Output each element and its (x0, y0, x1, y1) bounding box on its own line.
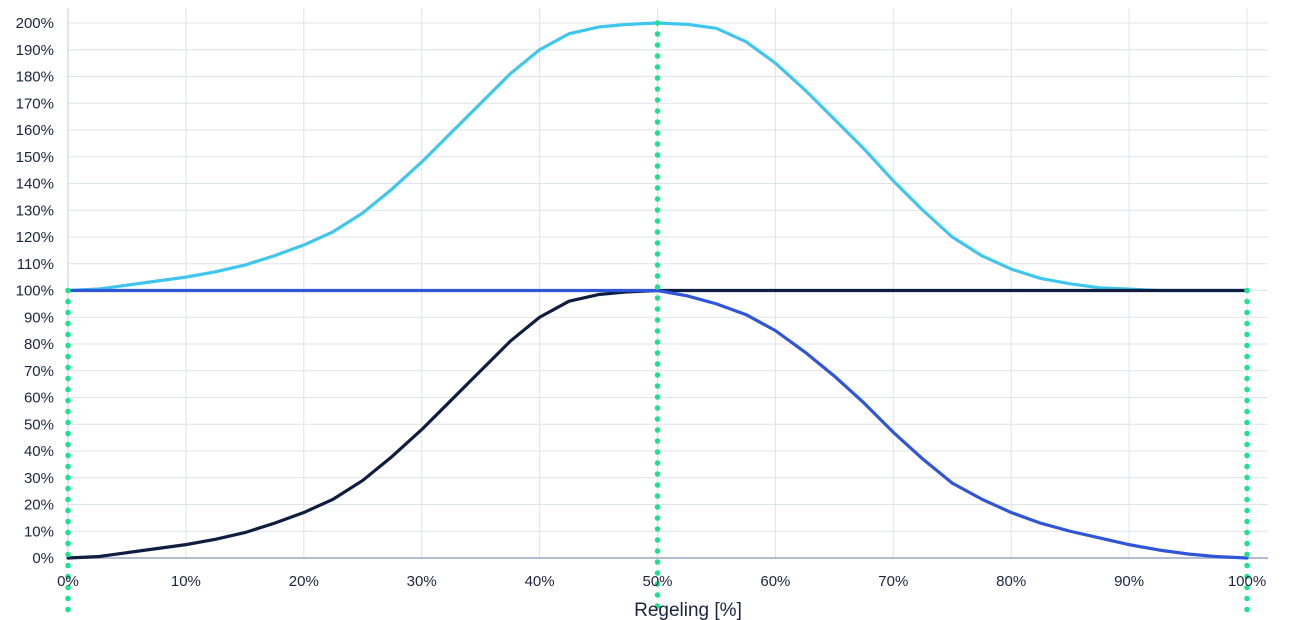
y-tick-label: 130% (16, 202, 54, 219)
x-tick-label: 0% (57, 573, 79, 590)
x-tick-label: 90% (1114, 573, 1144, 590)
y-tick-label: 190% (16, 42, 54, 59)
y-tick-label: 100% (16, 283, 54, 300)
y-tick-label: 150% (16, 149, 54, 166)
x-tick-label: 30% (407, 573, 437, 590)
axes (67, 8, 1268, 559)
y-tick-label: 20% (24, 497, 54, 514)
y-tick-label: 160% (16, 122, 54, 139)
y-tick-label: 90% (24, 309, 54, 326)
y-tick-label: 110% (17, 256, 54, 273)
x-tick-label: 20% (289, 573, 319, 590)
y-tick-label: 140% (16, 176, 54, 193)
x-tick-label: 80% (996, 573, 1026, 590)
x-tick-label: 40% (525, 573, 555, 590)
y-tick-label: 10% (24, 523, 54, 540)
series-line-3 (66, 288, 1249, 560)
x-tick-labels: 0% 10% 20% 30% 40% 50% 60% 70% 80% 90% 100% (57, 573, 1266, 590)
grid (67, 8, 1268, 559)
y-tick-label: 60% (24, 390, 54, 407)
x-tick-label: 60% (760, 573, 790, 590)
y-tick-label: 30% (24, 470, 54, 487)
y-tick-label: 170% (16, 95, 54, 112)
y-tick-label: 0% (32, 550, 54, 567)
x-tick-label: 70% (878, 573, 908, 590)
y-tick-labels: 0% 10% 20% 30% 40% 50% 60% 70% 80% 90% 100% 110% 120… (16, 15, 54, 567)
x-tick-label: 10% (171, 573, 201, 590)
y-tick-label: 200% (16, 15, 54, 32)
y-tick-label: 40% (24, 443, 54, 460)
reference-lines (65, 20, 1250, 620)
x-axis-title: Regeling [%] (634, 600, 742, 620)
y-tick-label: 50% (24, 416, 54, 433)
y-tick-label: 80% (24, 336, 54, 353)
y-tick-label: 70% (24, 363, 54, 380)
x-tick-label: 100% (1228, 573, 1266, 590)
x-tick-label: 50% (642, 573, 672, 590)
y-tick-label: 120% (16, 229, 54, 246)
y-tick-label: 180% (16, 69, 54, 86)
